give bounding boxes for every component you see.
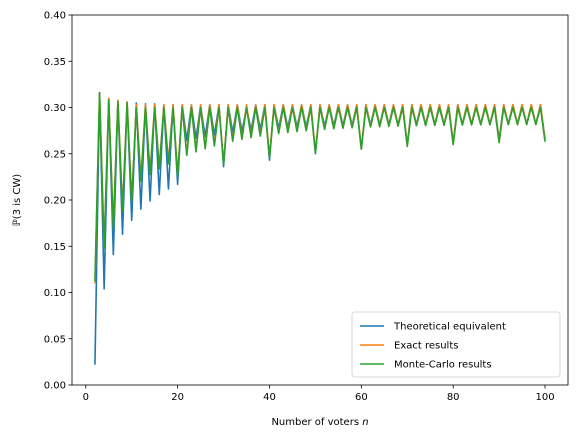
y-tick-label: 0.05 — [44, 334, 66, 345]
x-tick-label: 60 — [355, 392, 368, 403]
x-tick-label: 20 — [171, 392, 184, 403]
x-tick-label: 80 — [447, 392, 460, 403]
y-tick-label: 0.25 — [44, 149, 66, 160]
y-tick-label: 0.35 — [44, 57, 66, 68]
x-tick-label: 0 — [83, 392, 89, 403]
y-tick-label: 0.20 — [44, 196, 66, 207]
axes: 0 20 40 60 80 100 0.00 0.05 0.10 0.15 0.20 0.25 0.30… — [44, 11, 569, 403]
series-line-monte-carlo-results — [94, 91, 546, 282]
y-tick-label: 0.15 — [44, 242, 66, 253]
x-tick-label: 40 — [263, 392, 276, 403]
y-tick-label: 0.00 — [44, 381, 66, 392]
legend-label: Theoretical equivalent — [393, 322, 506, 333]
series-layer — [94, 91, 546, 365]
y-tick-label: 0.10 — [44, 288, 66, 299]
y-axis-label: ℙ(3 is CW) — [12, 174, 23, 226]
legend-label: Exact results — [394, 341, 458, 352]
legend-box — [351, 311, 561, 378]
x-tick-label: 100 — [535, 392, 554, 403]
y-tick-label: 0.30 — [44, 103, 66, 114]
y-tick-label: 0.40 — [44, 11, 66, 22]
x-axis-label: Number of voters n — [271, 417, 368, 428]
legend-label: Monte-Carlo results — [394, 360, 492, 371]
legend: Theoretical equivalent Exact results Monte… — [351, 311, 561, 378]
